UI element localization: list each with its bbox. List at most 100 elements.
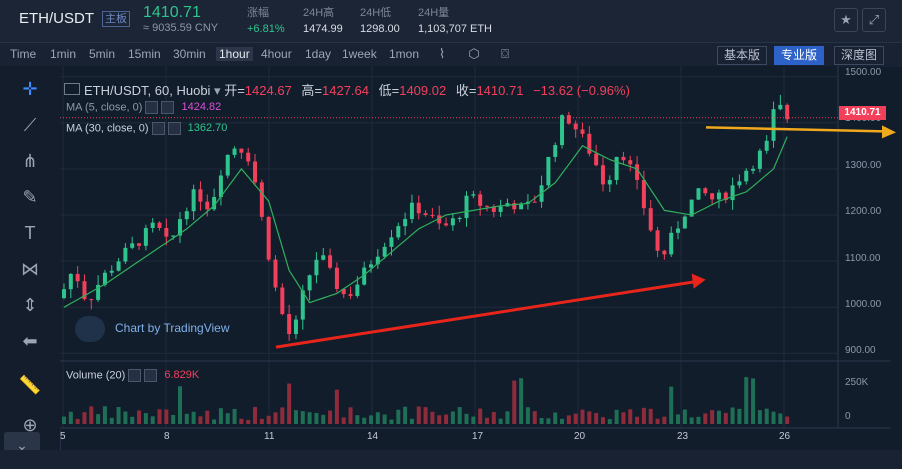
zoom-in-icon[interactable]: ⊕ (22, 415, 38, 435)
candle-body (737, 181, 742, 186)
candle-body (362, 267, 367, 285)
volume-bar (478, 408, 483, 424)
ma30-remove-icon[interactable] (167, 122, 181, 135)
candle-body (450, 218, 455, 226)
candle-body (246, 152, 251, 162)
collapse-legend-icon[interactable] (64, 83, 80, 95)
volume-bar (587, 411, 592, 424)
chart-toolbar: Time 1min 5min 15min 30min 1hour 4hour 1… (0, 42, 902, 67)
volume-bar (205, 410, 210, 424)
volume-bar (546, 418, 551, 424)
candle-body (416, 202, 421, 214)
ma5-settings-icon[interactable] (145, 101, 159, 114)
candle-body (218, 175, 223, 198)
volume-bar (730, 407, 735, 424)
volume-bar (389, 419, 394, 424)
candle-body (430, 215, 435, 217)
tf-4hour[interactable]: 4hour (261, 47, 292, 61)
volume-bar (457, 407, 462, 424)
ohlc-legend: ETH/USDT, 60, Huobi ▾ 开=1424.67 高=1427.6… (64, 80, 630, 99)
candle-body (191, 189, 196, 212)
volume-bar (266, 415, 271, 424)
price-tick: 900.00 (845, 345, 876, 356)
measure-icon[interactable]: ⇕ (22, 295, 38, 315)
volume-bar (137, 410, 142, 424)
text-icon[interactable]: T (24, 223, 36, 243)
volume-remove-icon[interactable] (144, 369, 158, 382)
tf-15min[interactable]: 15min (128, 47, 161, 61)
candle-body (696, 188, 701, 200)
candle-body (669, 232, 674, 255)
basic-version-button[interactable]: 基本版 (717, 46, 768, 65)
candle-body (82, 281, 87, 300)
depth-chart-button[interactable]: 深度图 (834, 46, 885, 65)
tf-30min[interactable]: 30min (173, 47, 206, 61)
tf-time[interactable]: Time (10, 47, 37, 61)
pattern-icon[interactable]: ⋈ (21, 259, 39, 279)
date-tick: 23 (677, 431, 689, 442)
volume-bar (662, 416, 667, 424)
volume-tick: 0 (845, 411, 851, 422)
stat-volume: 24H量 1,103,707 ETH (418, 4, 492, 35)
volume-bar (130, 416, 135, 424)
volume-settings-icon[interactable] (128, 369, 142, 382)
tf-1mon[interactable]: 1mon (389, 47, 420, 61)
price-tick: 1000.00 (845, 299, 882, 310)
volume-bar (539, 417, 544, 424)
crosshair-icon[interactable]: ✛ (22, 79, 38, 99)
candle-body (764, 140, 769, 151)
volume-value: 6.829K (164, 369, 200, 382)
orange-arrowhead (882, 125, 896, 139)
volume-bar (464, 413, 469, 424)
candle-body (573, 123, 578, 130)
settings-icon[interactable]: ⬡ (468, 46, 480, 61)
volume-bar (532, 411, 537, 424)
candle-body (648, 208, 653, 231)
ma30-settings-icon[interactable] (151, 122, 165, 135)
tf-5min[interactable]: 5min (89, 47, 116, 61)
ma30-legend: MA (30, close, 0) 1362.70 (66, 122, 227, 135)
ruler-icon[interactable]: 📏 (18, 375, 42, 395)
candle-body (600, 165, 605, 185)
screenshot-icon[interactable]: ⌼ (501, 46, 509, 61)
symbol-dropdown-icon[interactable]: ▾ (210, 83, 225, 98)
indicator-icon[interactable]: ⌇ (438, 46, 446, 61)
trend-line-icon[interactable]: ⟋ (23, 115, 37, 135)
pitchfork-icon[interactable]: ⋔ (22, 151, 38, 171)
pro-version-button[interactable]: 专业版 (774, 46, 825, 65)
candle-body (525, 201, 530, 204)
candle-body (566, 115, 571, 124)
volume-bar (689, 417, 694, 424)
candle-body (710, 193, 715, 200)
volume-bar (177, 386, 182, 424)
candle-body (123, 247, 128, 262)
candle-body (369, 264, 374, 268)
volume-bar (82, 412, 87, 424)
volume-bar (519, 378, 524, 424)
tf-1hour[interactable]: 1hour (216, 47, 253, 61)
tf-1day[interactable]: 1day (305, 47, 332, 61)
back-arrow-icon[interactable]: ⬅ (22, 331, 38, 351)
candle-body (757, 150, 762, 169)
candle-body (280, 287, 285, 315)
expand-icon[interactable]: ⤢ (862, 8, 886, 32)
tf-1week[interactable]: 1week (342, 47, 377, 61)
candle-body (553, 145, 558, 157)
tf-1min[interactable]: 1min (50, 47, 77, 61)
candle-body (164, 228, 169, 237)
volume-bar (123, 411, 128, 424)
orange-level-arrow (705, 126, 885, 133)
high-label: 高= (301, 83, 322, 98)
candle-body (184, 211, 189, 220)
ma5-remove-icon[interactable] (161, 101, 175, 114)
symbol-label[interactable]: ETH/USDT, 60, Huobi (84, 83, 211, 98)
brush-icon[interactable]: ✎ (22, 187, 38, 207)
candle-body (437, 215, 442, 224)
pair-title[interactable]: ETH/USDT (19, 10, 94, 27)
red-trend-arrow (275, 280, 696, 349)
volume-bar (607, 419, 612, 424)
star-icon[interactable]: ★ (834, 8, 858, 32)
volume-bar (594, 413, 599, 424)
stat-change-value: +6.81% (247, 23, 285, 35)
